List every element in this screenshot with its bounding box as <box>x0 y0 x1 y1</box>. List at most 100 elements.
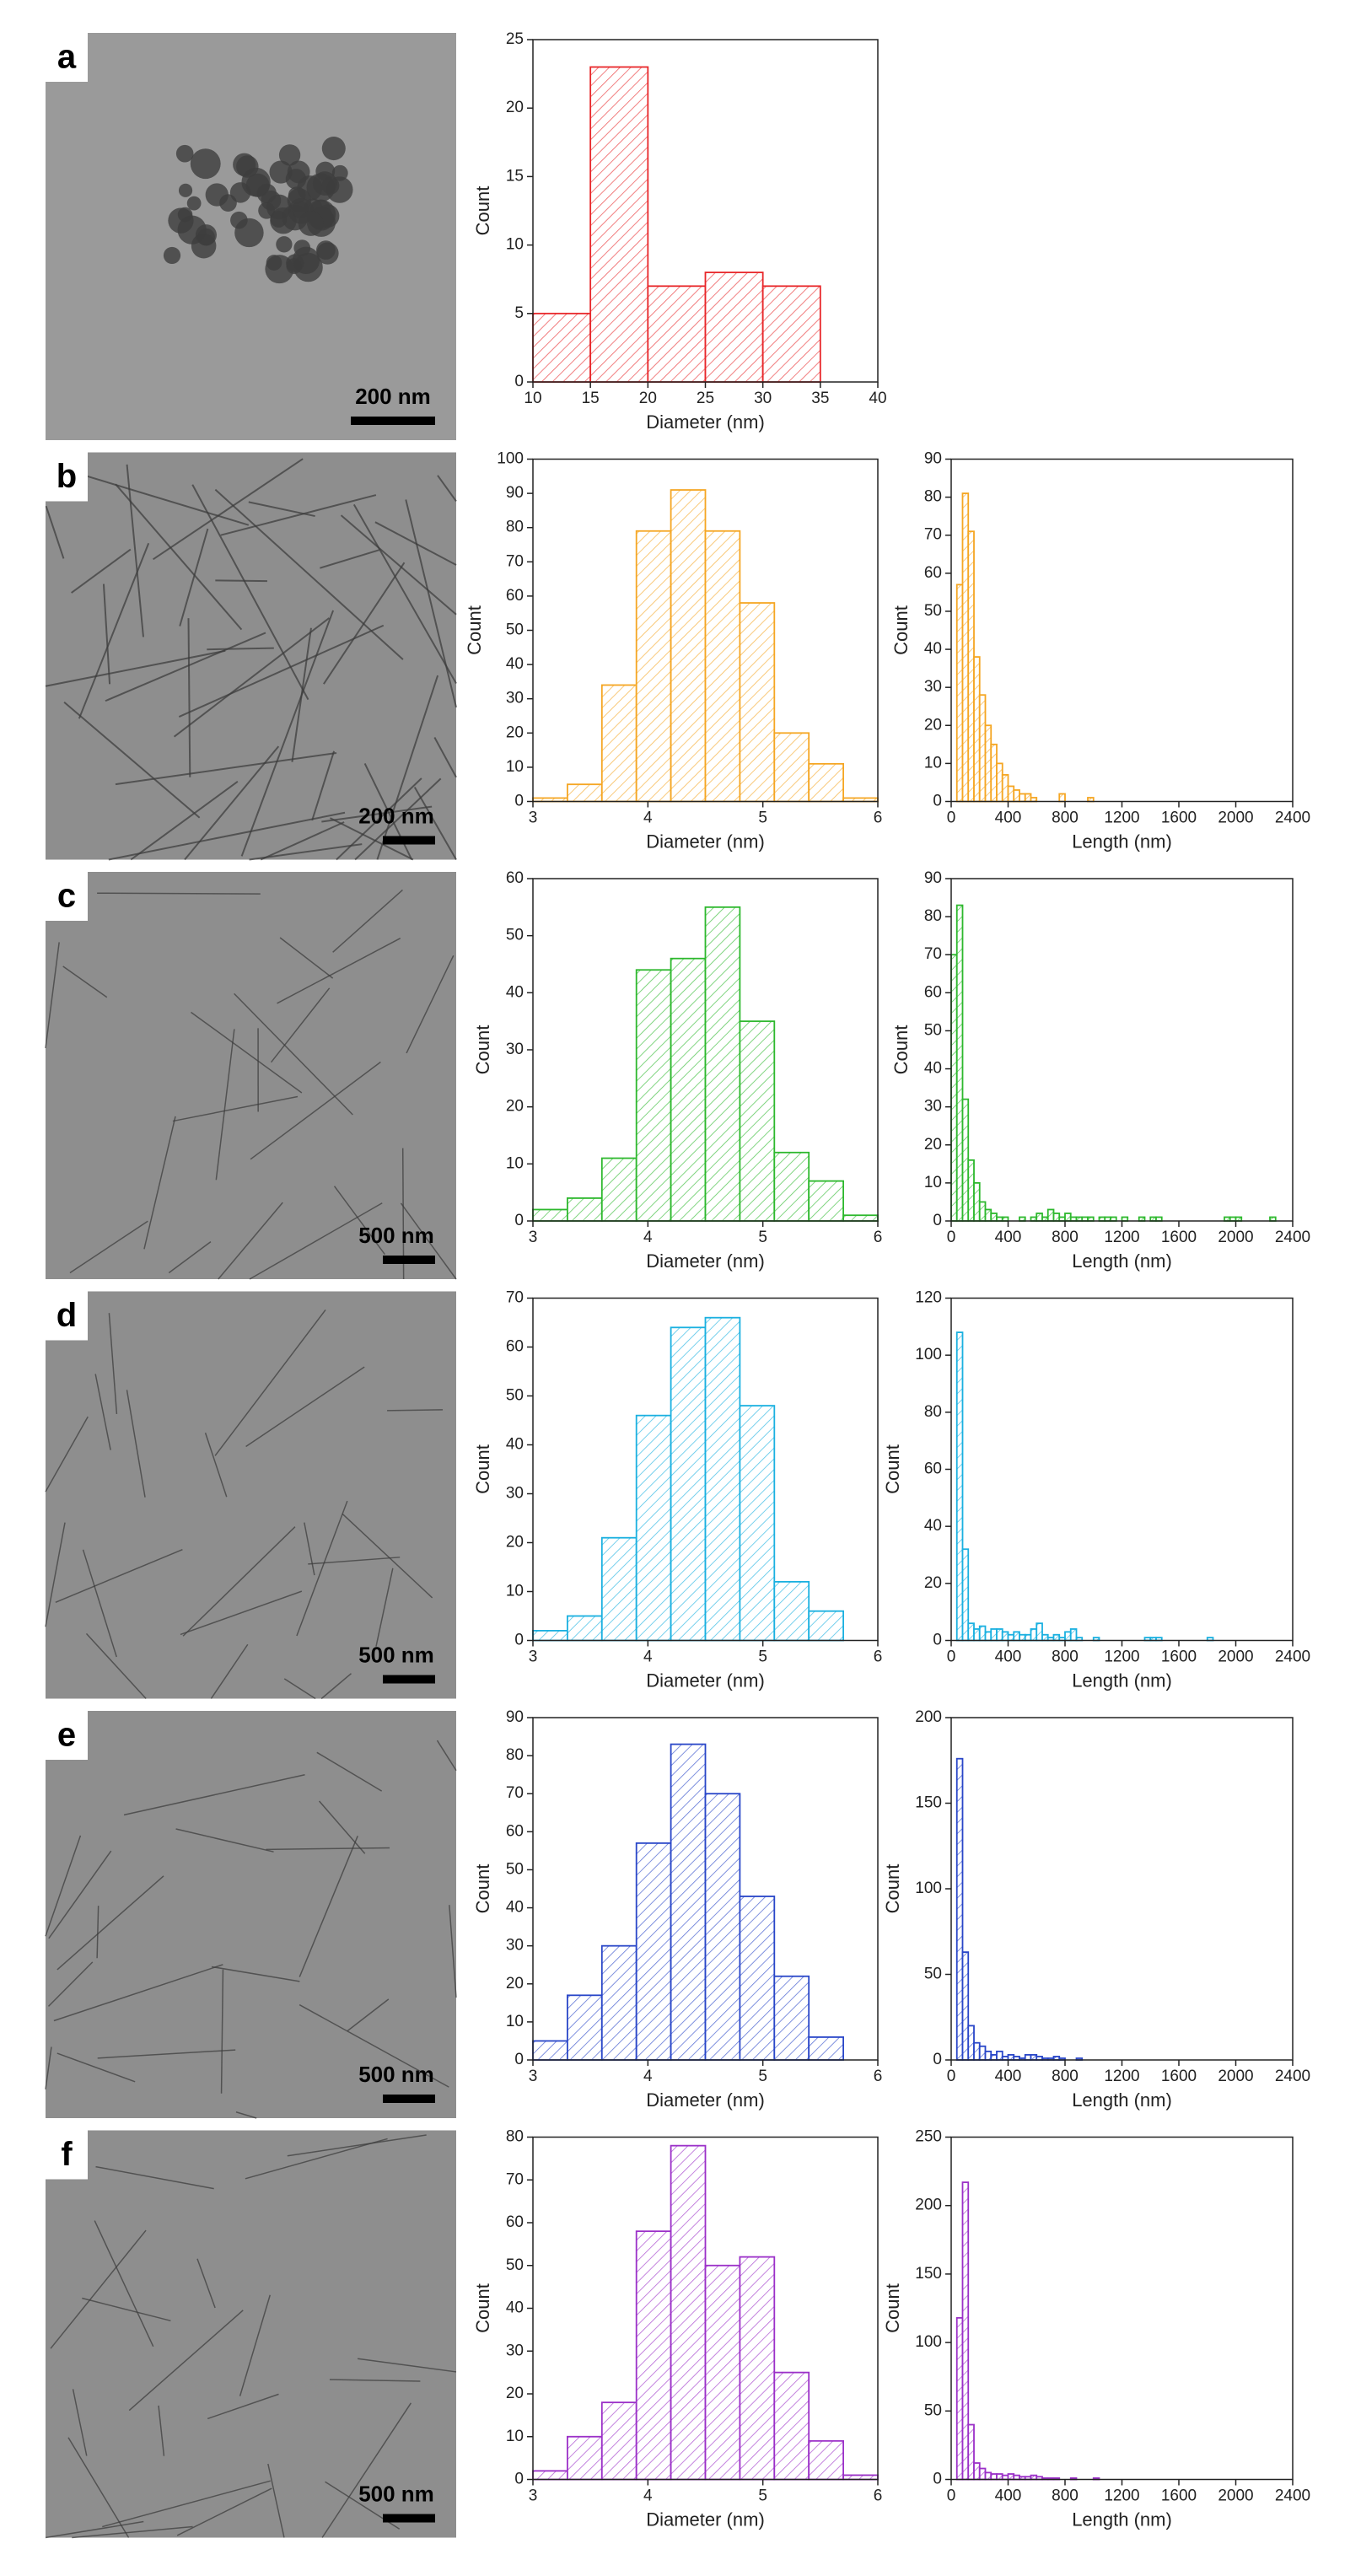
fiber <box>130 781 239 861</box>
y-tick-label: 40 <box>924 1060 942 1078</box>
bar <box>567 783 603 803</box>
fiber <box>332 889 403 953</box>
fiber <box>97 2049 236 2059</box>
fiber <box>218 1202 283 1280</box>
y-axis-label: Count <box>882 1864 903 1914</box>
panel-label-box <box>46 1711 88 1760</box>
y-tick-label: 0 <box>933 793 942 810</box>
fiber <box>211 1966 300 1982</box>
fiber <box>239 2294 271 2396</box>
y-tick-label: 80 <box>506 519 524 536</box>
bar <box>973 1628 981 1642</box>
bar <box>978 2045 987 2061</box>
bar <box>990 2473 998 2481</box>
y-tick-label: 10 <box>506 236 524 254</box>
bar <box>773 1975 810 2061</box>
x-tick-label: 800 <box>1052 809 1079 827</box>
bar <box>1007 2054 1015 2061</box>
bar <box>635 969 672 1222</box>
x-tick-label: 6 <box>874 2487 883 2505</box>
y-tick-label: 70 <box>506 552 524 570</box>
bar <box>704 906 741 1222</box>
bar <box>996 762 1003 803</box>
particle <box>269 160 293 184</box>
fiber <box>72 2525 193 2539</box>
bar <box>961 1951 970 2061</box>
y-tick-label: 10 <box>506 2013 524 2030</box>
bar <box>955 1331 964 1642</box>
bar <box>600 684 637 803</box>
bar <box>739 1896 776 2061</box>
x-axis-label: Diameter (nm) <box>646 1670 765 1691</box>
panel-label: a <box>57 39 77 76</box>
bar <box>978 694 987 803</box>
bar <box>1052 1213 1061 1222</box>
scale-bar-label: 200 nm <box>358 803 434 828</box>
fiber <box>316 1751 383 1792</box>
fiber <box>220 1969 224 2094</box>
bar <box>739 1405 776 1642</box>
y-tick-label: 40 <box>506 1436 524 1454</box>
fiber <box>270 987 331 1063</box>
plot-area <box>951 1718 1293 2060</box>
x-axis-label: Diameter (nm) <box>646 1250 765 1272</box>
fiber <box>413 787 457 860</box>
fiber <box>126 1390 146 1498</box>
fiber <box>318 1800 366 1854</box>
bar <box>1064 1213 1072 1222</box>
bar <box>961 1098 970 1222</box>
bar <box>967 2423 975 2481</box>
y-tick-label: 100 <box>915 1346 942 1363</box>
x-tick-label: 3 <box>529 1229 538 1246</box>
x-tick-label: 25 <box>697 390 714 407</box>
fiber <box>69 1220 148 1274</box>
y-tick-label: 40 <box>506 983 524 1001</box>
fiber <box>45 649 226 687</box>
bar <box>955 1757 964 2061</box>
x-tick-label: 15 <box>582 390 600 407</box>
fiber <box>82 1549 117 1658</box>
x-tick-label: 2400 <box>1275 1229 1310 1246</box>
scale-bar-label: 500 nm <box>358 1223 434 1248</box>
plot-area <box>951 879 1293 1221</box>
y-tick-label: 60 <box>924 1460 942 1478</box>
particle <box>278 144 301 166</box>
fiber <box>220 494 377 536</box>
y-tick-label: 70 <box>924 526 942 544</box>
bar <box>567 2435 603 2481</box>
bar <box>996 2050 1003 2061</box>
bar <box>532 312 592 383</box>
bar <box>1036 1622 1043 1642</box>
particle <box>293 239 311 256</box>
particle <box>186 196 202 211</box>
y-tick-label: 60 <box>506 1822 524 1840</box>
fiber <box>71 548 132 594</box>
y-tick-label: 100 <box>915 1880 942 1897</box>
bar <box>739 2256 776 2481</box>
fiber <box>436 1740 457 1772</box>
x-tick-label: 1600 <box>1161 809 1197 827</box>
x-tick-label: 4 <box>643 809 653 827</box>
panel-label: b <box>56 458 77 495</box>
bar <box>635 1842 672 2061</box>
y-tick-label: 20 <box>506 1534 524 1552</box>
bar <box>1007 2473 1015 2481</box>
particle <box>236 155 259 178</box>
x-tick-label: 400 <box>995 809 1022 827</box>
fiber <box>329 817 414 861</box>
bar <box>1019 793 1026 803</box>
y-tick-label: 0 <box>514 2051 524 2068</box>
bar <box>961 2181 970 2481</box>
bar <box>808 2439 845 2481</box>
x-tick-label: 1600 <box>1161 2068 1197 2085</box>
panel-label: e <box>57 1717 76 1754</box>
y-tick-label: 5 <box>514 304 524 322</box>
bar <box>532 2470 568 2481</box>
x-tick-label: 30 <box>754 390 772 407</box>
x-tick-label: 2400 <box>1275 2068 1310 2085</box>
fiber <box>376 675 439 860</box>
fiber <box>266 1847 390 1851</box>
y-tick-label: 70 <box>506 2170 524 2188</box>
bar <box>532 1208 568 1222</box>
bar <box>589 66 649 383</box>
